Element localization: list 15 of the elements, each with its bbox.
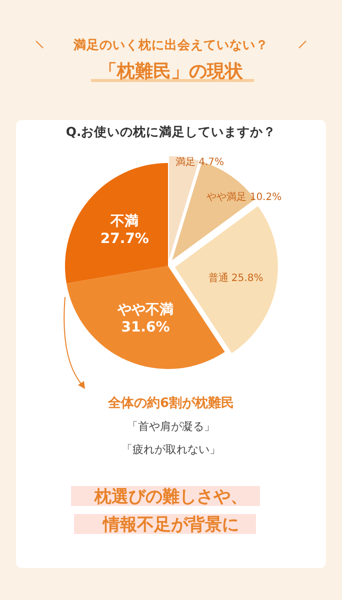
slice-label: 不満 [110,213,139,230]
text: 「疲れが取れない」 [122,443,220,456]
data-label: 31.6% [121,319,170,336]
data-label: 27.7% [100,230,149,247]
chart-title: 満足のいく枕に出会えていない？ [72,37,268,52]
text: 「首や肩が凝る」 [127,420,215,433]
slice-label: 満足 4.7% [175,156,224,168]
text: 情報不足が背景に [102,515,239,535]
text: 全体の約6割が枕難民 [106,395,234,411]
text: Q.お使いの枕に満足していますか？ [66,124,276,139]
chart-subtitle: 「枕難民」の現状 [99,61,244,82]
slice-label: やや満足 10.2% [206,190,282,203]
slice-label: 普通 25.8% [208,272,264,284]
text: 枕選びの難しさや、 [94,487,248,507]
slice-label: やや不満 [116,302,174,318]
